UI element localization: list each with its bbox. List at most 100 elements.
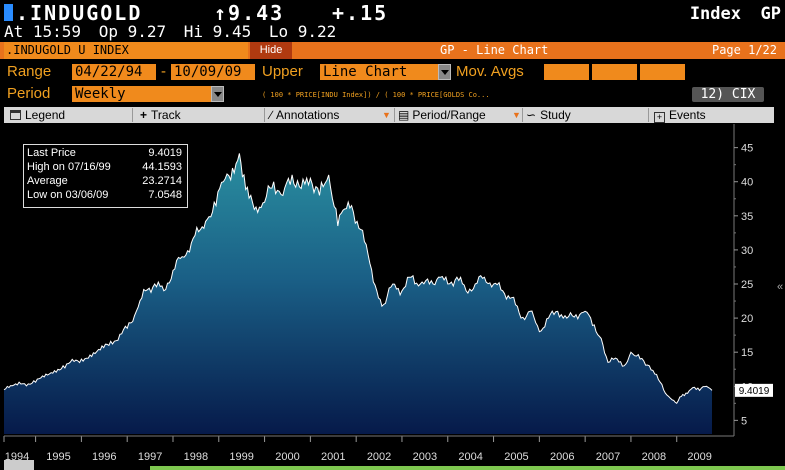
price-stats-box: Last Price 9.4019 High on 07/16/99 44.1593… [23, 144, 188, 208]
y-tick-label: 15 [741, 347, 753, 359]
calendar-icon: ▤ [398, 108, 410, 122]
chart-type-dropdown-arrow-icon[interactable] [438, 64, 451, 80]
price-area [4, 153, 712, 434]
ticker-symbol: .INDUGOLD [16, 1, 143, 25]
last-price-tag: 9.4019 [735, 383, 773, 397]
window-title: GP - Line Chart [440, 43, 549, 57]
quote-time: At 15:59 [4, 22, 82, 41]
function-code: GP [760, 4, 781, 24]
asset-class-label: Index [689, 4, 741, 24]
x-tick-label: 2002 [367, 451, 391, 463]
last-price-tag-label: 9.4019 [739, 386, 770, 397]
legend-icon [10, 110, 21, 120]
y-tick-label: 25 [741, 279, 753, 291]
bottom-status-strip [150, 466, 785, 470]
last-price-value: 9.4019 [148, 147, 182, 159]
y-tick-label: 40 [741, 177, 753, 189]
legend-label: Legend [25, 108, 66, 122]
last-price-tag-box [735, 383, 773, 397]
security-color-marker [4, 4, 13, 21]
page-indicator: Page 1/22 [711, 43, 777, 57]
x-tick-label: 2005 [504, 451, 528, 463]
period-select[interactable]: Weekly [72, 86, 211, 102]
period-label: Period [7, 85, 51, 102]
annotations-label: Annotations [276, 108, 340, 122]
range-end-field[interactable]: 10/09/09 [171, 64, 255, 80]
annotations-button[interactable]: ∕ Annotations [270, 107, 339, 123]
quote-low: Lo 9.22 [268, 22, 337, 41]
track-button[interactable]: + Track [140, 107, 181, 123]
y-tick-label: 20 [741, 313, 753, 325]
range-start-field[interactable]: 04/22/94 [72, 64, 156, 80]
mov-avg-field-1[interactable] [544, 64, 589, 80]
mov-avg-field-2[interactable] [592, 64, 637, 80]
cix-button[interactable]: 12) CIX [692, 87, 764, 102]
legend-button[interactable]: Legend [10, 107, 65, 123]
toolbar-divider [522, 108, 523, 122]
security-header: .INDUGOLD ↑9.43 +.15 Index GP [4, 1, 781, 25]
annotations-dropdown-icon[interactable]: ▼ [382, 110, 391, 120]
x-tick-label: 2003 [413, 451, 437, 463]
x-tick-label: 1997 [138, 451, 162, 463]
toolbar-divider [264, 108, 265, 122]
mov-avg-field-3[interactable] [640, 64, 685, 80]
x-tick-label: 2008 [642, 451, 666, 463]
events-button[interactable]: + Events [654, 107, 706, 123]
security-name: .INDUGOLD U INDEX [4, 42, 248, 59]
hide-button[interactable]: Hide [250, 42, 292, 59]
events-icon: + [654, 112, 665, 123]
average-value: 23.2714 [142, 175, 182, 187]
bottom-panel-tab[interactable] [4, 460, 34, 470]
x-tick-label: 2006 [550, 451, 574, 463]
track-label: Track [151, 108, 181, 122]
x-axis: 1994 1995 1996 1997 1998 1999 2000 2001 2002 2003… [5, 451, 712, 463]
high-value: 44.1593 [142, 161, 182, 173]
last-price: ↑9.43 [214, 1, 285, 25]
net-change: +.15 [332, 1, 389, 25]
y-tick-label: 45 [741, 143, 753, 155]
crosshair-icon: + [140, 108, 148, 122]
expand-panel-icon[interactable]: « [777, 281, 783, 293]
high-label: High on 07/16/99 [27, 161, 111, 173]
chart-toolbar: Legend + Track ∕ Annotations ▼ ▤ Period/Ran… [4, 107, 774, 123]
period-range-dropdown-icon[interactable]: ▼ [512, 110, 521, 120]
range-label: Range [7, 63, 52, 80]
last-price-label: Last Price [27, 147, 76, 159]
x-tick-label: 2007 [596, 451, 620, 463]
gridlines [3, 436, 678, 442]
low-value: 7.0548 [148, 189, 182, 201]
quote-open: Op 9.27 [98, 22, 167, 41]
events-label: Events [669, 108, 706, 122]
period-range-label: Period/Range [412, 108, 486, 122]
y-tick-label: 30 [741, 245, 753, 257]
study-button[interactable]: ∽ Study [526, 107, 571, 123]
x-tick-label: 2009 [687, 451, 711, 463]
chart-type-select[interactable]: Line Chart [320, 64, 438, 80]
toolbar-divider [132, 108, 133, 122]
toolbar-divider [394, 108, 395, 122]
study-label: Study [540, 108, 571, 122]
quote-high: Hi 9.45 [183, 22, 252, 41]
range-dash: - [161, 63, 166, 80]
average-label: Average [27, 175, 68, 187]
formula-text: ( 100 * PRICE[INDU Index]) / ( 100 * PRI… [262, 91, 490, 99]
y-axis: 51015202530354045 [734, 143, 753, 427]
window-title-bar: .INDUGOLD U INDEX Hide GP - Line Chart P… [0, 42, 785, 59]
x-tick-label: 1998 [184, 451, 208, 463]
quote-line: At 15:59 Op 9.27 Hi 9.45 Lo 9.22 [4, 22, 344, 41]
period-range-button[interactable]: ▤ Period/Range [398, 107, 486, 123]
x-tick-label: 2004 [458, 451, 482, 463]
x-tick-label: 1995 [46, 451, 70, 463]
upper-label: Upper [262, 63, 303, 80]
toolbar-divider [648, 108, 649, 122]
mov-avgs-label: Mov. Avgs [456, 63, 524, 80]
x-tick-label: 1996 [92, 451, 116, 463]
y-tick-label: 35 [741, 211, 753, 223]
period-dropdown-arrow-icon[interactable] [211, 86, 224, 102]
y-tick-label: 5 [741, 415, 747, 427]
x-tick-label: 2000 [275, 451, 299, 463]
study-curve-icon: ∽ [526, 108, 537, 122]
price-line [3, 153, 713, 405]
pencil-icon: ∕ [270, 108, 273, 122]
low-label: Low on 03/06/09 [27, 189, 109, 201]
